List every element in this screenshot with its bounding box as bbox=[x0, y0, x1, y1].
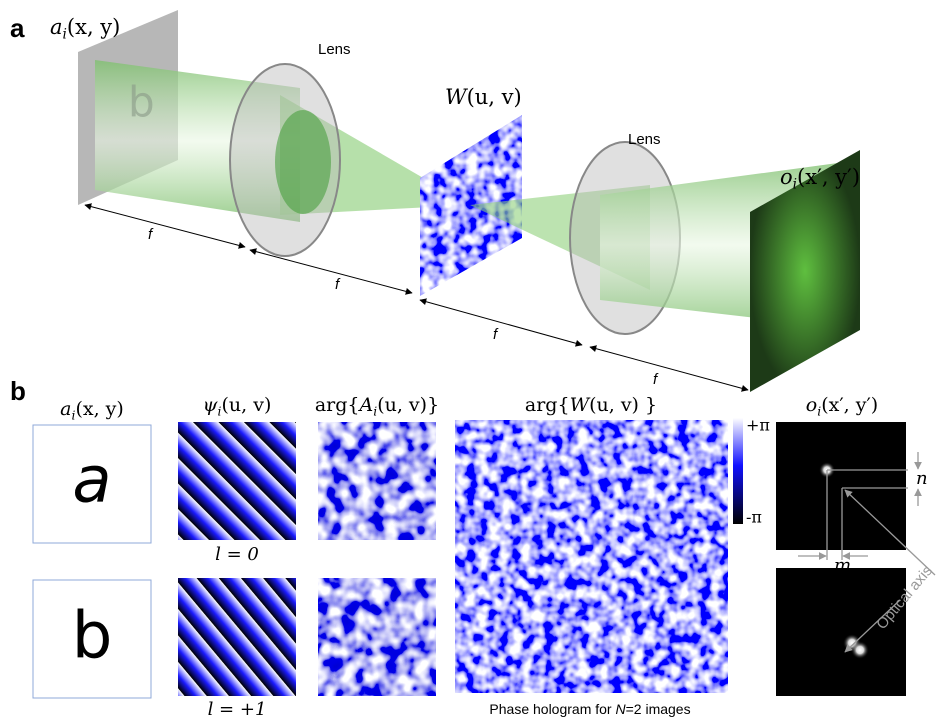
distance-arrow bbox=[590, 347, 748, 390]
math-symbol: A bbox=[358, 394, 374, 416]
distance-label: f bbox=[653, 371, 659, 388]
math-label: arg{Ai(u, v)} bbox=[315, 394, 439, 418]
math-part: (u, v) bbox=[467, 85, 522, 109]
digit: b bbox=[72, 600, 113, 674]
charge-label: l = +1 bbox=[208, 699, 267, 720]
math-part: (x′, y′) bbox=[797, 165, 860, 189]
distance-label: f bbox=[148, 226, 154, 243]
charge-label: l = 0 bbox=[215, 544, 259, 565]
spacing-label: m bbox=[834, 555, 851, 576]
math-label: arg{W(u, v) } bbox=[525, 394, 657, 416]
math-symbol: W bbox=[570, 394, 591, 416]
distance-label: f bbox=[335, 276, 341, 293]
hologram-image bbox=[455, 420, 728, 693]
distance-arrow bbox=[420, 300, 582, 345]
math-label: W(u, v) bbox=[445, 85, 522, 109]
distance-arrow bbox=[85, 205, 245, 247]
math-part: (x, y) bbox=[75, 398, 123, 420]
colorbar-min: -π bbox=[746, 508, 762, 527]
optical-setup bbox=[78, 10, 860, 392]
math-symbol: a bbox=[60, 398, 71, 420]
output-image bbox=[776, 422, 906, 550]
digit: a bbox=[72, 444, 111, 518]
distance-label: f bbox=[493, 326, 499, 343]
math-label: ai(x, y) bbox=[60, 398, 124, 422]
spacing-label: n bbox=[916, 468, 928, 489]
math-part: arg{ bbox=[525, 394, 570, 416]
math-symbol: o bbox=[780, 165, 793, 189]
math-part: (u, v)} bbox=[377, 394, 439, 416]
colorbar-max: +π bbox=[746, 416, 770, 435]
beam-spot bbox=[275, 110, 331, 214]
math-label: ai(x, y) bbox=[50, 15, 120, 42]
panel-label: b bbox=[10, 376, 26, 406]
math-label: ψi(u, v) bbox=[203, 394, 272, 418]
math-part: (x′, y′) bbox=[821, 394, 878, 416]
math-symbol: W bbox=[445, 85, 469, 109]
lens-label: Lens bbox=[628, 131, 661, 148]
math-part: arg{ bbox=[315, 394, 360, 416]
panel-label: a bbox=[10, 13, 25, 43]
math-part: (u, v) } bbox=[589, 394, 657, 416]
math-part: (u, v) bbox=[221, 394, 271, 416]
caption-text: Phase hologram for bbox=[489, 701, 615, 717]
math-label: oi(x′, y′) bbox=[780, 165, 860, 192]
phase-image bbox=[318, 578, 436, 696]
math-symbol: ψ bbox=[203, 394, 219, 416]
phase-image bbox=[178, 578, 296, 696]
math-label: oi(x′, y′) bbox=[806, 394, 878, 418]
caption: Phase hologram for N=2 images bbox=[489, 701, 690, 717]
caption-text: =2 images bbox=[626, 701, 691, 717]
math-symbol: o bbox=[806, 394, 817, 416]
colorbar bbox=[733, 418, 743, 524]
math-symbol: a bbox=[50, 15, 63, 39]
distance-arrow bbox=[250, 250, 412, 293]
figure: b a Lens Lens f f f f b a b l = 0 l = +1… bbox=[0, 0, 948, 720]
input-glyph: b bbox=[128, 78, 155, 127]
phase-image bbox=[178, 422, 296, 540]
math-part: (x, y) bbox=[67, 15, 120, 39]
lens-label: Lens bbox=[318, 41, 351, 58]
phase-image bbox=[318, 422, 436, 540]
